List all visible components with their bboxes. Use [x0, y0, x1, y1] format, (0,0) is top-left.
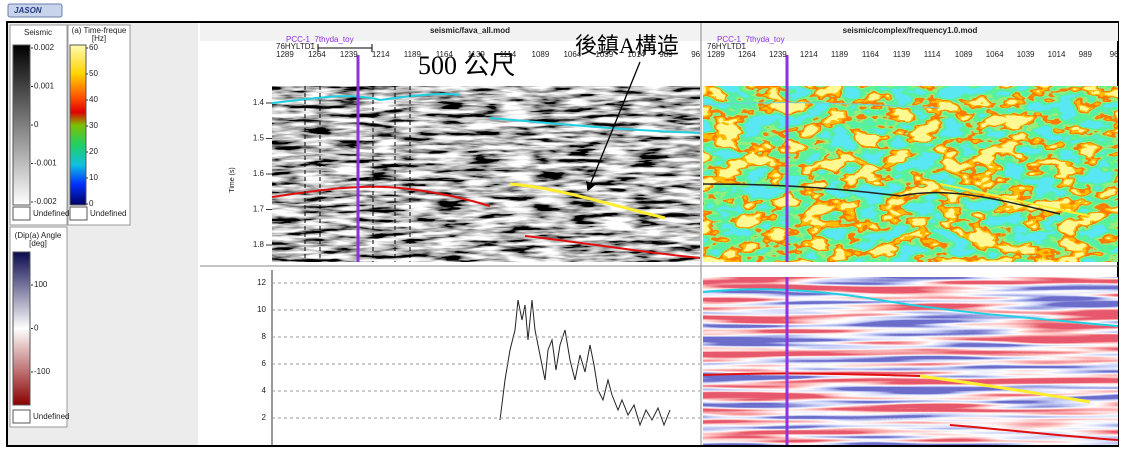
trace-label: 1089 [955, 50, 973, 59]
seismic-section [272, 86, 700, 262]
trace-label: 1164 [862, 50, 880, 59]
trace-label: 1264 [308, 50, 326, 59]
legend-tick-label: 30 [89, 121, 98, 130]
logo: JASON [14, 6, 42, 15]
trace-label: 1214 [800, 50, 818, 59]
title-bar [0, 0, 1121, 22]
undefined-label: Undefined [90, 209, 126, 218]
legend-tick-label: 100 [34, 280, 48, 289]
legend-unit: [Hz] [92, 34, 106, 43]
trace-label: 989 [659, 50, 673, 59]
trace-label: 1289 [276, 50, 294, 59]
y-tick-label: 1.7 [253, 205, 265, 214]
legend-tick-label: 0.002 [34, 43, 55, 52]
undefined-swatch [70, 207, 87, 220]
y-tick-label: 6 [262, 359, 267, 368]
trace-label: 1164 [436, 50, 454, 59]
dip-section [703, 277, 1118, 445]
y-tick-label: 12 [257, 278, 266, 287]
trace-label: 1289 [707, 50, 725, 59]
trace-label: 1014 [1048, 50, 1066, 59]
legend-title: Seismic [24, 28, 52, 37]
undefined-swatch [13, 410, 30, 423]
trace-label: 1139 [893, 50, 911, 59]
legend-tick-label: 0.001 [34, 82, 55, 91]
legend-tick-label: 10 [89, 173, 98, 182]
view-title: seismic/complex/frequency1.0.mod [843, 26, 978, 35]
trace-label: 1114 [924, 50, 941, 59]
y-tick-label: 1.5 [253, 134, 265, 143]
undefined-label: Undefined [33, 209, 69, 218]
trace-label: 1264 [738, 50, 756, 59]
trace-label: 1064 [986, 50, 1004, 59]
frequency-section [703, 86, 1118, 262]
trace-label: 96 [1110, 50, 1119, 59]
undefined-label: Undefined [33, 412, 69, 421]
legend-tick-label: -0.002 [34, 197, 57, 206]
color-bar [13, 45, 30, 205]
legend-tick-label: 60 [89, 43, 98, 52]
trace-label: 1014 [627, 50, 645, 59]
y-tick-label: 1.6 [253, 169, 265, 178]
trace-label: 1214 [372, 50, 390, 59]
legend-tick-label: 40 [89, 95, 98, 104]
y-tick-label: 10 [257, 305, 266, 314]
y-tick-label: 8 [262, 332, 267, 341]
color-bar [70, 45, 86, 205]
trace-label: 1189 [831, 50, 849, 59]
trace-label: 1139 [468, 50, 486, 59]
legend-tick-label: 0 [34, 324, 39, 333]
y-tick-label: 4 [262, 386, 267, 395]
undefined-swatch [13, 207, 30, 220]
trace-label: 1089 [532, 50, 550, 59]
axis-label: Time (s) [229, 167, 236, 192]
log-plot [272, 270, 700, 445]
trace-label: 1114 [500, 50, 517, 59]
trace-label: 96 [691, 50, 700, 59]
color-bar [13, 252, 30, 405]
jason-window: JASON 500 公尺 後鎮A構造 Seismic0.0020.0010 [0, 0, 1121, 450]
y-tick-label: 1.8 [253, 240, 265, 249]
trace-label: 989 [1079, 50, 1093, 59]
trace-label: 1189 [404, 50, 422, 59]
legend-tick-label: -100 [34, 367, 51, 376]
trace-label: 1064 [563, 50, 581, 59]
legend-tick-label: 20 [89, 147, 98, 156]
trace-label: 1239 [340, 50, 358, 59]
legend-tick-label: 0 [34, 120, 39, 129]
y-tick-label: 1.4 [253, 98, 265, 107]
y-tick-label: 2 [262, 413, 267, 422]
trace-label: 1039 [595, 50, 613, 59]
legend-unit: [deg] [29, 239, 47, 248]
legend-tick-label: -0.001 [34, 159, 57, 168]
trace-label: 1039 [1017, 50, 1035, 59]
legend-tick-label: 0 [89, 199, 94, 208]
trace-label: 1239 [769, 50, 787, 59]
legend-tick-label: 50 [89, 69, 98, 78]
view-title: seismic/fava_all.mod [430, 26, 510, 35]
